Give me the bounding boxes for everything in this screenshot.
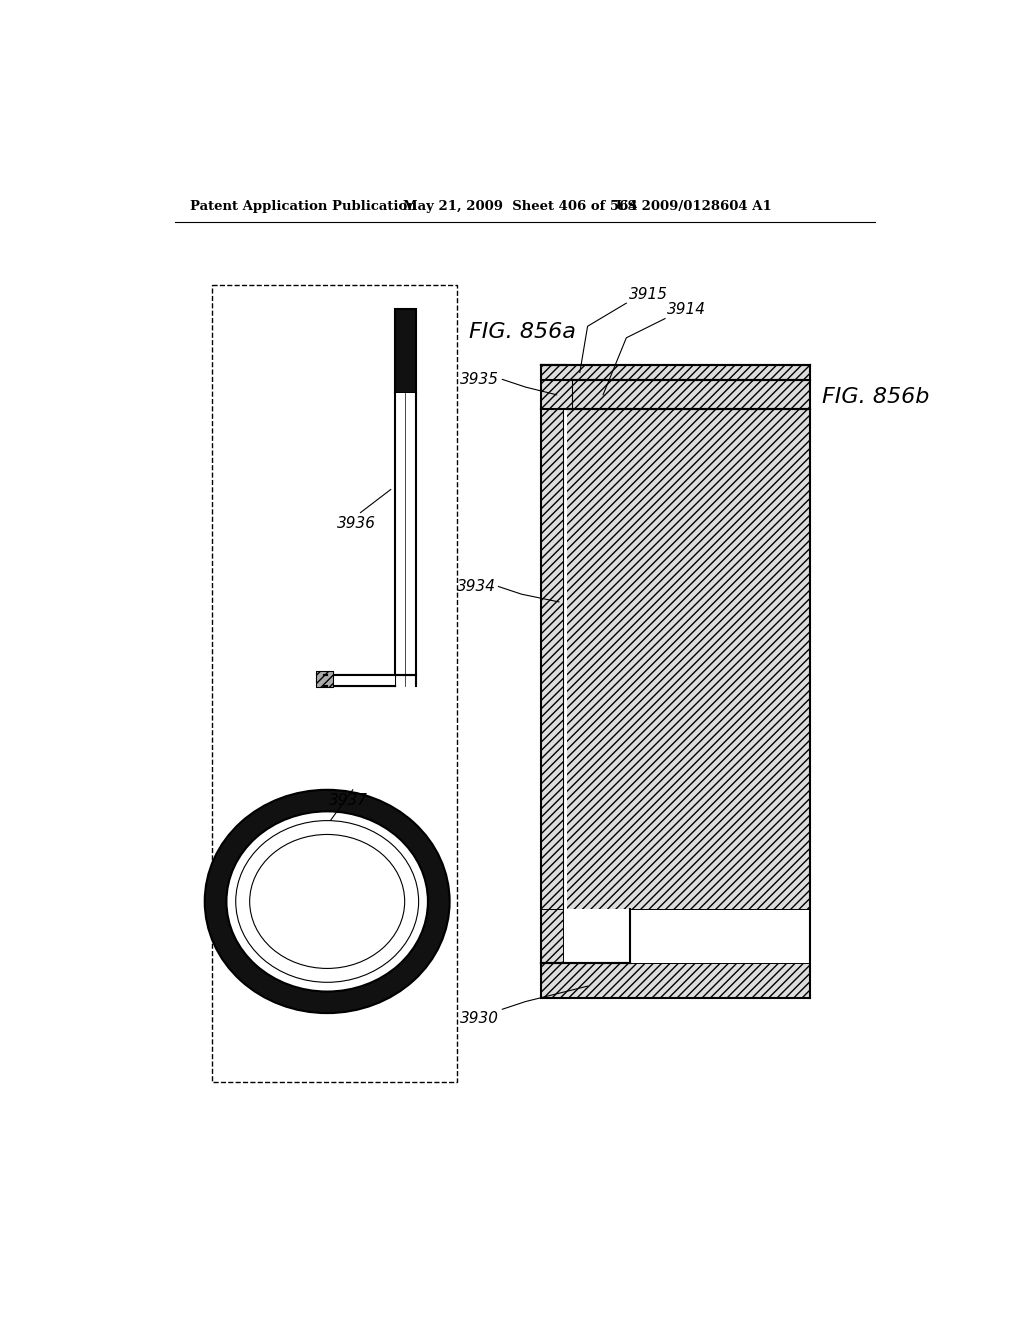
Bar	[315, 671, 333, 686]
Text: 3936: 3936	[337, 516, 376, 531]
Bar	[394, 309, 417, 393]
Bar	[541, 909, 563, 964]
Bar	[541, 364, 810, 909]
Text: 3914: 3914	[668, 302, 707, 317]
Text: 3935: 3935	[460, 372, 500, 387]
Bar	[394, 393, 417, 686]
Bar	[315, 671, 333, 686]
Bar	[541, 964, 810, 998]
Text: US 2009/0128604 A1: US 2009/0128604 A1	[616, 199, 772, 213]
Bar	[541, 909, 630, 964]
Text: May 21, 2009  Sheet 406 of 564: May 21, 2009 Sheet 406 of 564	[403, 199, 638, 213]
Bar	[541, 380, 572, 409]
Ellipse shape	[226, 812, 428, 991]
Bar	[563, 409, 567, 909]
Bar	[541, 409, 563, 909]
Text: Patent Application Publication: Patent Application Publication	[190, 199, 417, 213]
Ellipse shape	[205, 789, 450, 1014]
Text: 3934: 3934	[457, 579, 496, 594]
Bar	[541, 409, 563, 909]
Text: 3937: 3937	[330, 793, 369, 808]
Ellipse shape	[236, 821, 419, 982]
Text: 3930: 3930	[460, 1011, 500, 1026]
Bar	[541, 964, 810, 998]
Ellipse shape	[250, 834, 404, 969]
Text: FIG. 856b: FIG. 856b	[822, 387, 930, 407]
Bar	[541, 380, 572, 409]
Bar	[541, 364, 810, 909]
Bar	[541, 909, 563, 964]
Bar	[324, 675, 394, 686]
Text: 3915: 3915	[629, 286, 668, 302]
Text: FIG. 856a: FIG. 856a	[469, 322, 575, 342]
